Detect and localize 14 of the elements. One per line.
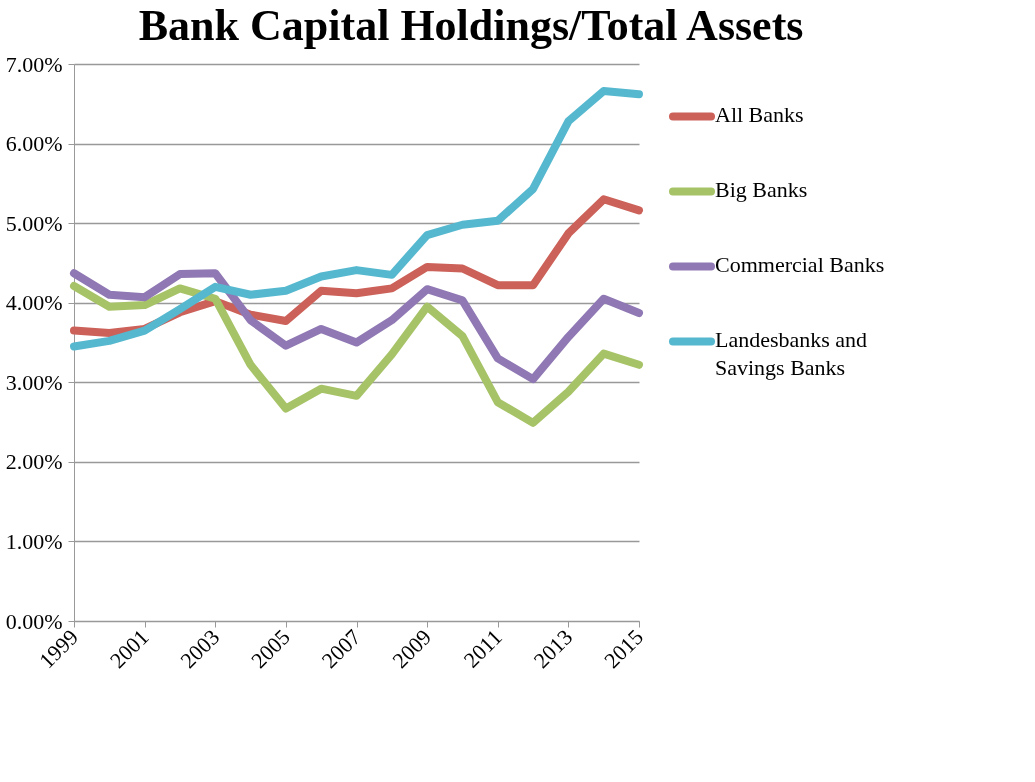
y-tick-label: 7.00% — [5, 51, 63, 77]
y-tick-label: 0.00% — [5, 608, 63, 634]
x-tick-label: 2011 — [458, 624, 507, 673]
y-tick-label: 6.00% — [5, 131, 63, 157]
y-tick-label: 3.00% — [5, 369, 63, 395]
chart-title: Bank Capital Holdings/Total Assets — [138, 1, 804, 50]
y-tick-label: 4.00% — [5, 290, 63, 316]
y-tick-label: 5.00% — [5, 210, 63, 236]
y-tick-label: 2.00% — [5, 449, 63, 475]
legend-label: Landesbanks and Savings Banks — [715, 326, 868, 380]
legend-label: Commercial Banks — [715, 251, 885, 277]
legend-label: Big Banks — [715, 176, 808, 202]
y-tick-label: 1.00% — [5, 528, 63, 554]
legend-label: All Banks — [715, 101, 804, 127]
